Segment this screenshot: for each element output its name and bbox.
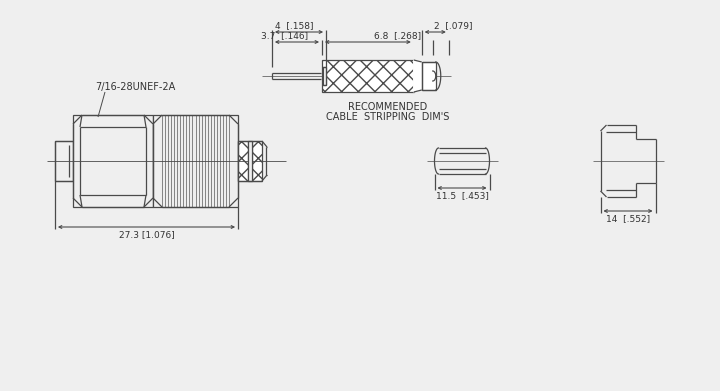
Text: RECOMMENDED: RECOMMENDED [348, 102, 428, 112]
Text: 6.8  [.268]: 6.8 [.268] [374, 31, 421, 40]
Bar [238, 141, 248, 181]
Text: 3.7  [.146]: 3.7 [.146] [261, 31, 309, 40]
Bar [153, 115, 238, 207]
Text: CABLE  STRIPPING  DIM'S: CABLE STRIPPING DIM'S [326, 112, 449, 122]
Text: 11.5  [.453]: 11.5 [.453] [436, 191, 488, 200]
Bar [422, 62, 436, 90]
Polygon shape [414, 60, 422, 92]
Text: 7/16-28UNEF-2A: 7/16-28UNEF-2A [95, 82, 175, 92]
Bar [252, 141, 262, 181]
Bar [248, 141, 252, 181]
Text: 4  [.158]: 4 [.158] [275, 21, 313, 30]
Bar [73, 115, 153, 207]
Text: 27.3 [1.076]: 27.3 [1.076] [119, 230, 174, 239]
Bar [322, 60, 414, 92]
Text: 2  [.079]: 2 [.079] [434, 21, 472, 30]
Bar [55, 141, 73, 181]
Text: 14  [.552]: 14 [.552] [606, 214, 650, 223]
Bar [323, 67, 326, 85]
